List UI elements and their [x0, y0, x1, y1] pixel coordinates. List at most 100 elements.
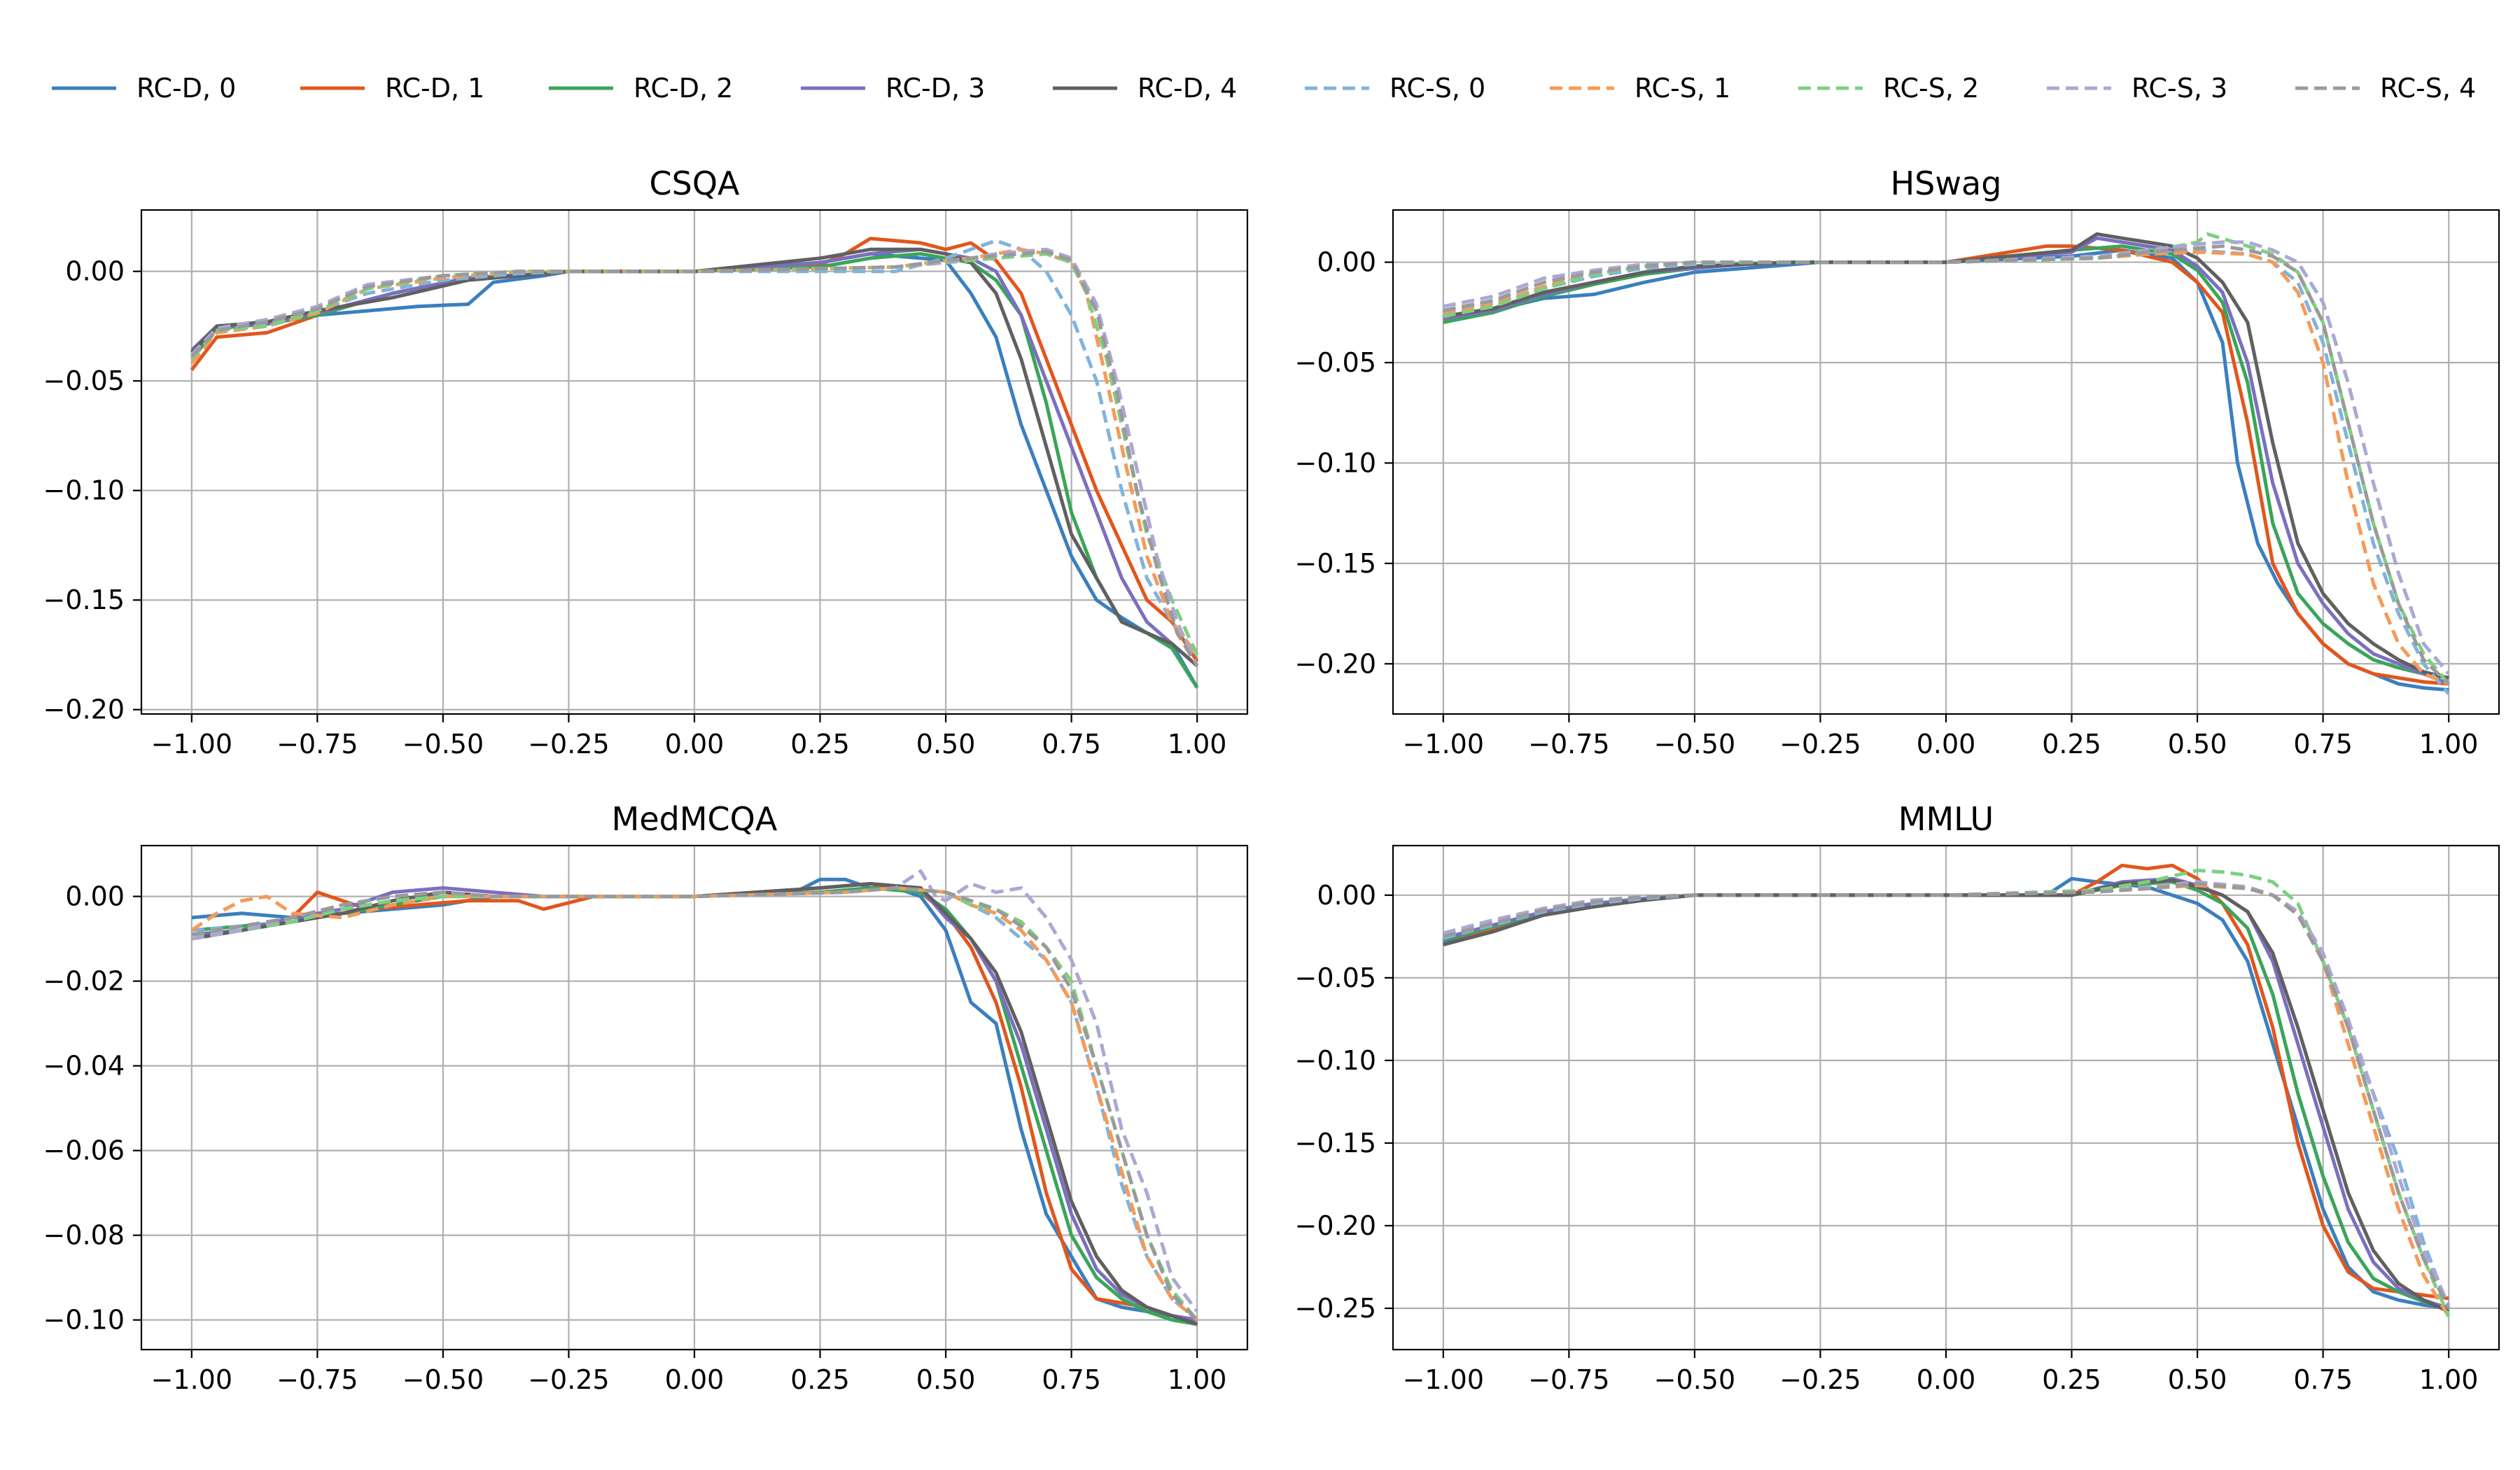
legend-swatch: [549, 86, 613, 90]
x-tick-label: 0.00: [1917, 1364, 1976, 1395]
y-tick-label: −0.08: [43, 1220, 125, 1251]
y-tick-label: −0.10: [1295, 447, 1376, 478]
y-tick-label: −0.02: [43, 966, 125, 997]
series-line-d4: [1443, 878, 2450, 1313]
y-tick-label: −0.15: [1295, 548, 1376, 579]
legend-label: RC-S, 4: [2380, 73, 2477, 104]
x-tick-label: 1.00: [2419, 1364, 2479, 1395]
x-tick-label: −1.00: [151, 729, 232, 760]
y-tick-label: −0.20: [1295, 648, 1376, 679]
series-line-d4: [1443, 232, 2449, 680]
legend-label: RC-D, 3: [886, 73, 986, 104]
legend-swatch: [1550, 86, 1614, 90]
x-tick-label: −1.00: [1403, 729, 1484, 760]
legend-label: RC-S, 2: [1883, 73, 1980, 104]
legend-label: RC-D, 0: [136, 73, 237, 104]
x-tick-label: 0.75: [1042, 1364, 1101, 1395]
x-tick-label: 0.25: [790, 1364, 850, 1395]
y-tick-label: −0.05: [1295, 962, 1376, 993]
y-tick-label: 0.00: [1317, 880, 1376, 911]
legend-label: RC-D, 4: [1138, 73, 1238, 104]
y-tick-label: −0.20: [43, 694, 125, 725]
series-group: [1443, 863, 2451, 1318]
x-tick-label: 1.00: [2419, 729, 2479, 760]
x-tick-label: 1.00: [1168, 1364, 1227, 1395]
x-tick-label: −0.50: [1654, 729, 1735, 760]
y-tick-label: −0.10: [1295, 1045, 1376, 1076]
y-tick-label: −0.06: [43, 1135, 125, 1166]
series-line-s4: [191, 886, 1198, 1322]
y-tick-label: 0.00: [65, 881, 125, 912]
x-tick-label: 0.00: [665, 729, 724, 760]
legend-label: RC-S, 0: [1390, 73, 1486, 104]
legend-label: RC-S, 3: [2132, 73, 2228, 104]
x-tick-label: −1.00: [151, 1364, 232, 1395]
chart-title: HSwag: [1891, 164, 2002, 202]
x-tick-label: −0.25: [528, 1364, 609, 1395]
series-group: [190, 237, 1199, 689]
x-tick-label: 0.25: [790, 729, 850, 760]
x-tick-label: −1.00: [1403, 1364, 1484, 1395]
series-line-s1: [190, 886, 1198, 1322]
legend-swatch: [1053, 86, 1117, 90]
series-line-s4: [1443, 244, 2450, 685]
legend-swatch: [52, 86, 116, 90]
legend-swatch: [2295, 86, 2360, 90]
legend-label: RC-D, 2: [634, 73, 734, 104]
y-tick-label: −0.10: [43, 1305, 125, 1336]
y-tick-label: −0.25: [1295, 1293, 1376, 1324]
x-tick-label: 0.50: [916, 729, 976, 760]
y-tick-label: −0.05: [1295, 347, 1376, 378]
y-tick-label: −0.05: [43, 365, 125, 396]
chart-title: MMLU: [1898, 800, 1994, 838]
legend-label: RC-D, 1: [385, 73, 485, 104]
series-line-s4: [1443, 881, 2451, 1310]
y-tick-label: −0.04: [43, 1051, 125, 1082]
x-tick-label: 0.25: [2042, 729, 2101, 760]
panel-hswag: −1.00 −0.75 −0.50 −0.25 0.00 0.25 0.50 0.75 1.00…: [1295, 164, 2500, 760]
series-group: [1443, 232, 2451, 695]
x-tick-label: 0.75: [2293, 1364, 2353, 1395]
chart-title: CSQA: [650, 164, 741, 202]
x-tick-label: −0.75: [276, 1364, 358, 1395]
panel-csqa: −1.00 −0.75 −0.50 −0.25 0.00 0.25 0.50 0.75 1.00…: [43, 164, 1249, 760]
y-tick-label: −0.15: [43, 584, 125, 615]
x-tick-label: 1.00: [1168, 729, 1227, 760]
series-line-s1: [190, 247, 1199, 657]
legend-swatch: [801, 86, 865, 90]
y-tick-label: 0.00: [1317, 247, 1376, 278]
series-line-s3: [191, 869, 1199, 1312]
legend-swatch: [1305, 86, 1369, 90]
x-tick-label: 0.50: [2168, 1364, 2227, 1395]
x-tick-label: 0.00: [665, 1364, 724, 1395]
legend-swatch: [2047, 86, 2111, 90]
legend-swatch: [1798, 86, 1863, 90]
x-tick-label: −0.25: [528, 729, 609, 760]
x-tick-label: 0.50: [2168, 729, 2227, 760]
y-tick-label: −0.10: [43, 475, 125, 506]
x-tick-label: −0.75: [276, 729, 358, 760]
legend: RC-D, 0 RC-D, 1 RC-D, 2 RC-D, 3 RC-D, 4 RC-S,…: [0, 0, 2520, 105]
x-tick-label: 0.00: [1917, 729, 1976, 760]
series-group: [190, 869, 1199, 1326]
legend-label: RC-S, 1: [1634, 73, 1731, 104]
x-tick-label: −0.50: [402, 729, 484, 760]
x-tick-label: −0.75: [1528, 1364, 1609, 1395]
x-tick-label: 0.50: [916, 1364, 976, 1395]
panel-mmlu: −1.00 −0.75 −0.50 −0.25 0.00 0.25 0.50 0.75 1.00…: [1295, 800, 2500, 1395]
x-tick-label: 0.75: [1042, 729, 1101, 760]
series-line-d4: [190, 247, 1198, 667]
x-tick-label: −0.75: [1528, 729, 1609, 760]
y-tick-label: 0.00: [65, 256, 125, 287]
y-tick-label: −0.20: [1295, 1210, 1376, 1241]
series-line-s4: [190, 250, 1199, 667]
y-tick-label: −0.15: [1295, 1128, 1376, 1158]
chart-title: MedMCQA: [612, 800, 778, 838]
series-line-s3: [1443, 240, 2451, 676]
x-tick-label: −0.50: [1654, 1364, 1735, 1395]
x-tick-label: 0.25: [2042, 1364, 2101, 1395]
x-tick-label: −0.25: [1779, 729, 1861, 760]
legend-swatch: [300, 86, 365, 90]
panel-medmcqa: −1.00 −0.75 −0.50 −0.25 0.00 0.25 0.50 0.75 1.00…: [43, 800, 1249, 1395]
